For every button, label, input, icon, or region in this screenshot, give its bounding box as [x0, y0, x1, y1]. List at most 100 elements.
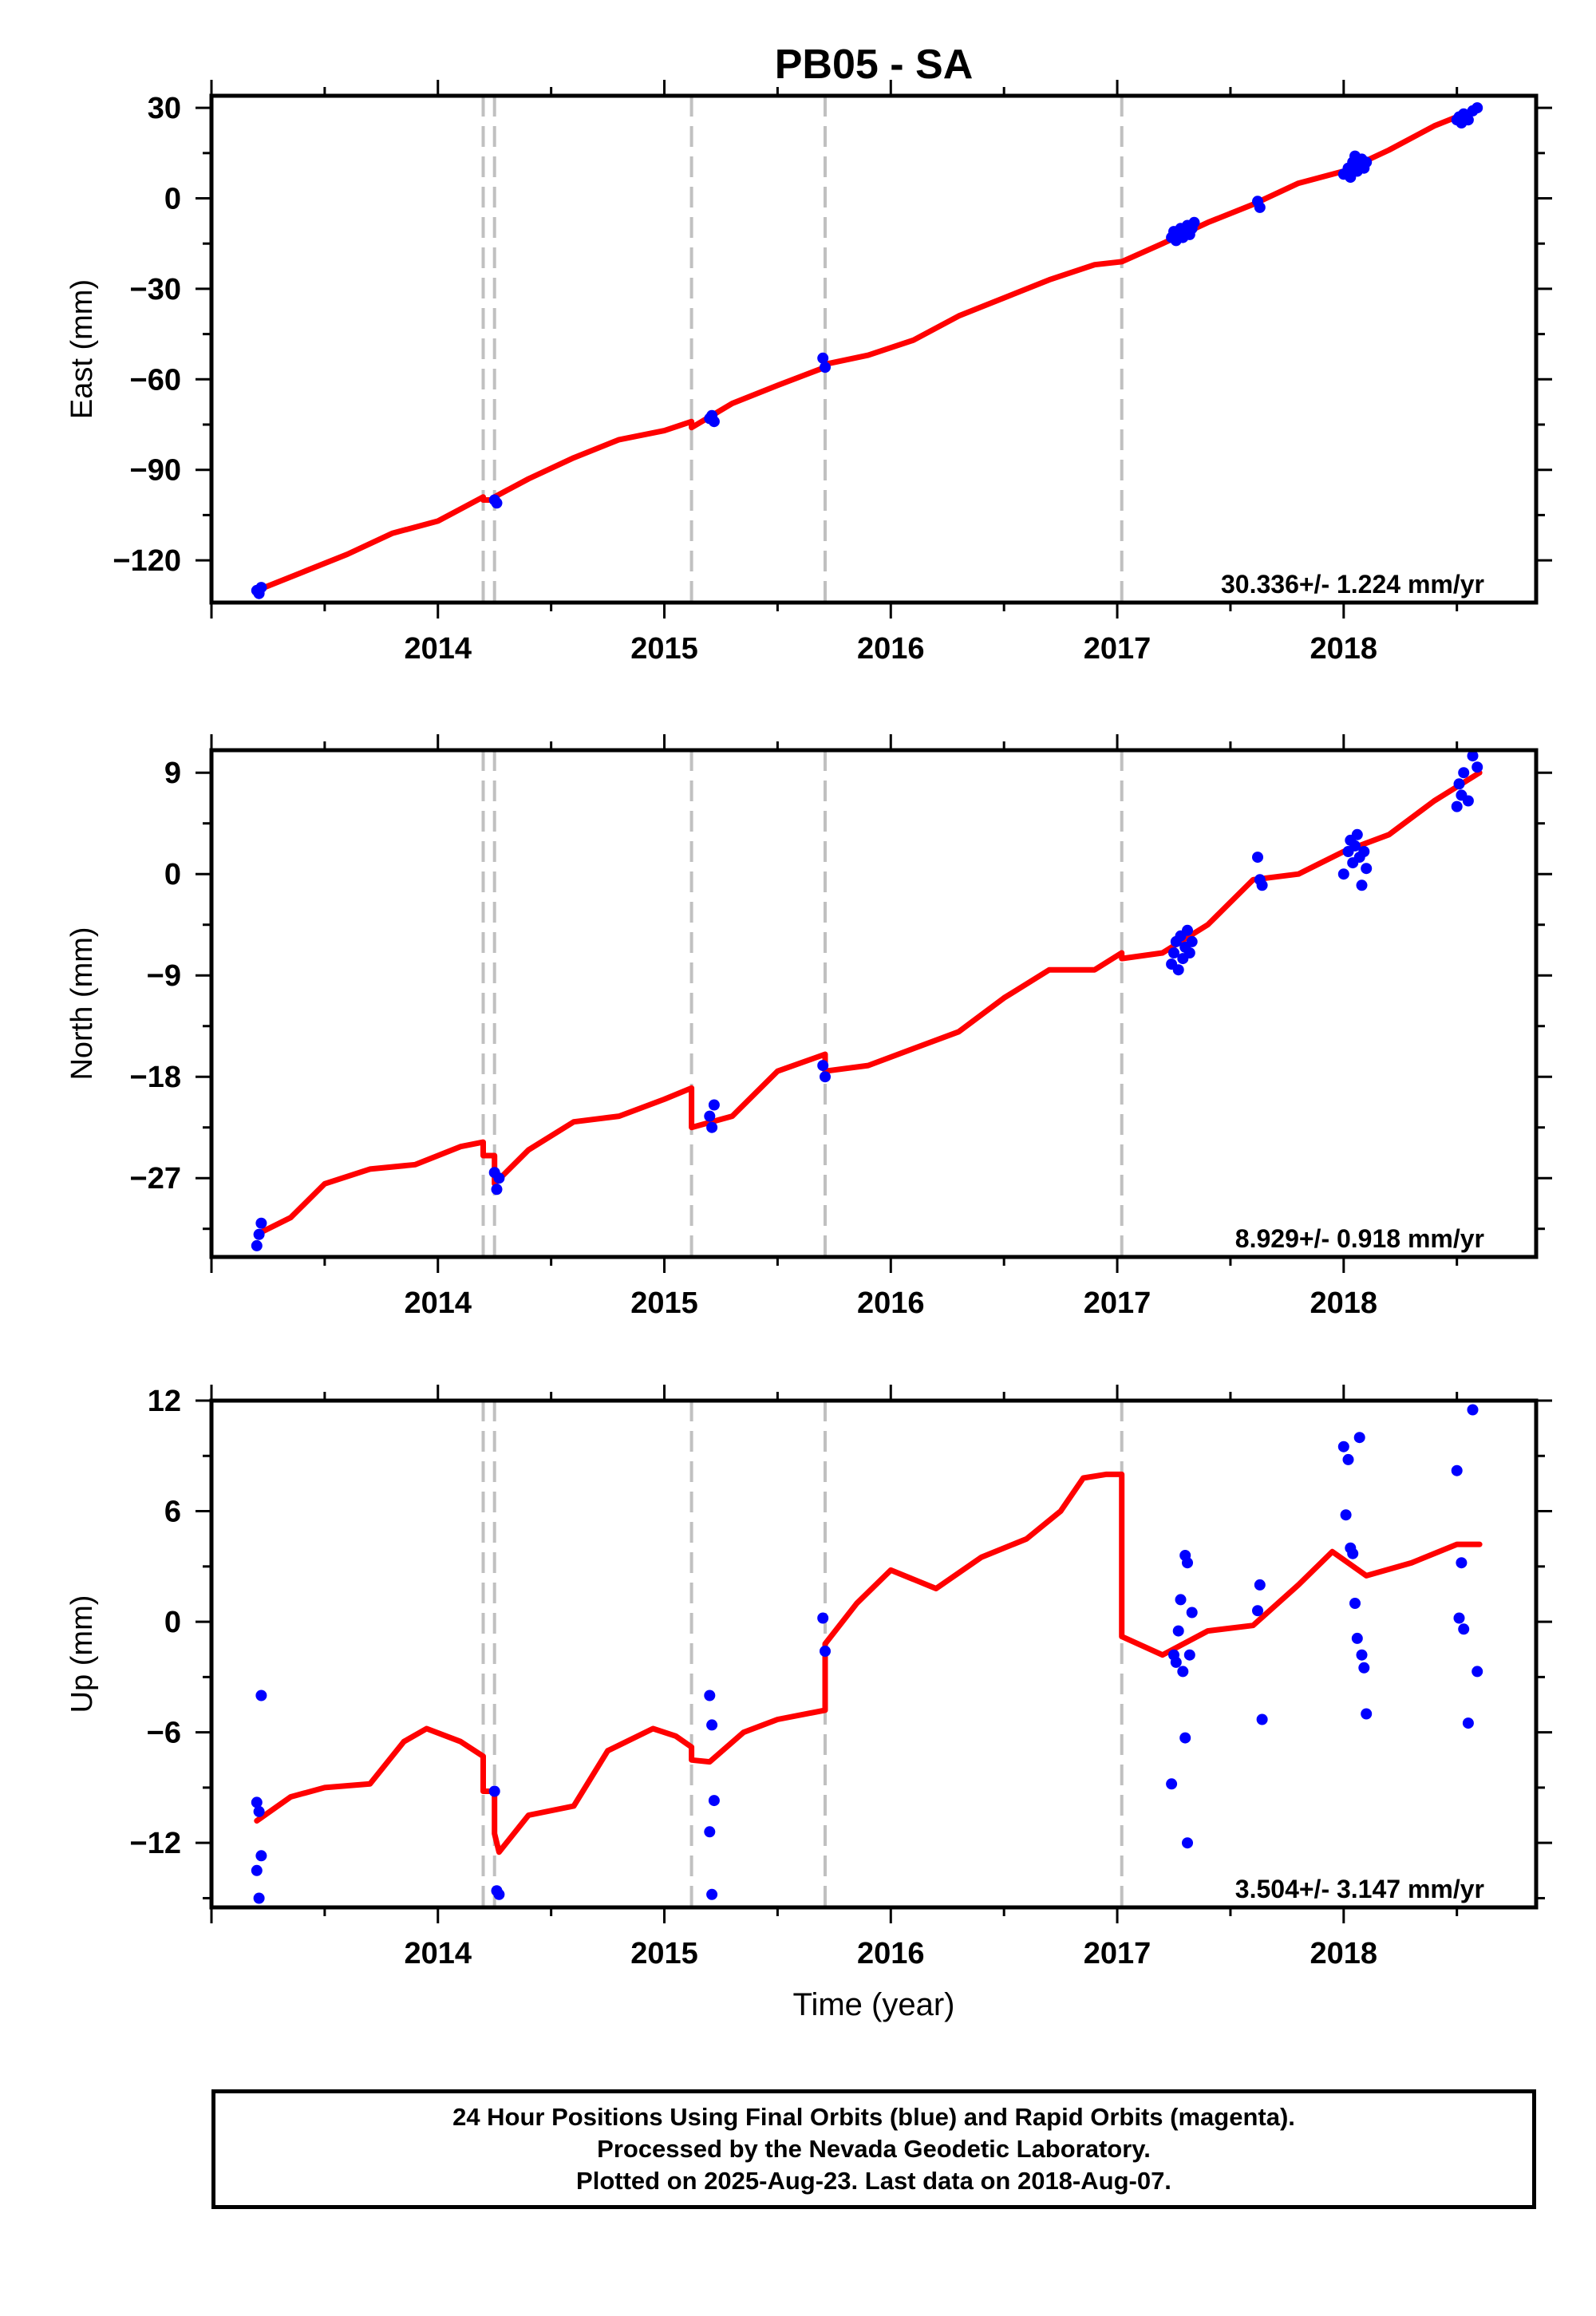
data-point — [1172, 1625, 1184, 1637]
data-point — [820, 1071, 831, 1083]
footer-line-processor: Processed by the Nevada Geodetic Laborat… — [597, 2135, 1151, 2163]
data-point — [491, 497, 503, 509]
panels: 2014 2015 2016 2017 2018−120−90−60−30030East… — [65, 80, 1552, 2022]
x-tick-label: 2015 — [630, 632, 698, 666]
data-point — [255, 1217, 267, 1229]
y-tick-label: 6 — [164, 1496, 181, 1529]
data-point — [493, 1888, 505, 1900]
data-point — [255, 1850, 267, 1862]
y-axis-label: North (mm) — [65, 927, 99, 1080]
x-tick-label: 2015 — [630, 1286, 698, 1320]
data-point — [706, 1121, 718, 1133]
y-tick-label: −18 — [130, 1061, 181, 1094]
plot-area-east — [251, 96, 1483, 603]
footer-info-box: 24 Hour Positions Using Final Orbits (bl… — [211, 2089, 1536, 2209]
data-point — [1256, 1713, 1268, 1725]
x-tick-label: 2014 — [404, 632, 472, 666]
data-point — [817, 1060, 829, 1072]
plot-area-up — [251, 1401, 1483, 1907]
data-point — [1356, 879, 1368, 891]
data-point — [1252, 1605, 1263, 1617]
data-point — [1453, 1612, 1465, 1624]
data-point — [1182, 1837, 1193, 1849]
data-point — [1358, 1662, 1370, 1674]
data-point — [1347, 1547, 1359, 1559]
data-point — [1358, 846, 1370, 857]
x-tick-label: 2017 — [1084, 1937, 1152, 1970]
data-point — [251, 1864, 263, 1876]
y-tick-label: −120 — [113, 544, 181, 578]
data-point — [253, 1805, 265, 1817]
y-tick-label: −12 — [130, 1827, 181, 1860]
data-point — [708, 1795, 720, 1807]
y-tick-label: −27 — [130, 1162, 181, 1196]
plot-frame — [209, 748, 1539, 1259]
data-point — [820, 362, 831, 373]
y-tick-label: 0 — [164, 1606, 181, 1639]
x-tick-label: 2016 — [857, 1937, 925, 1970]
data-point — [1175, 1594, 1187, 1606]
data-point — [1349, 840, 1361, 852]
plot-frame — [209, 93, 1539, 605]
data-point — [255, 1690, 267, 1701]
y-tick-label: −6 — [147, 1717, 181, 1750]
data-point — [1361, 863, 1373, 875]
data-point — [1467, 750, 1479, 762]
data-point — [1256, 879, 1268, 891]
data-point — [1472, 1666, 1483, 1678]
data-point — [1188, 216, 1200, 228]
data-point — [1462, 795, 1474, 807]
data-point — [1172, 964, 1184, 976]
y-tick-label: 9 — [164, 757, 181, 790]
data-point — [1349, 1598, 1361, 1609]
velocity-annotation: 30.336+/- 1.224 mm/yr — [1221, 570, 1484, 599]
data-point — [1456, 1557, 1468, 1569]
velocity-annotation: 8.929+/- 0.918 mm/yr — [1235, 1224, 1484, 1253]
x-tick-label: 2015 — [630, 1937, 698, 1970]
x-tick-label: 2016 — [857, 632, 925, 666]
data-point — [251, 1796, 263, 1808]
data-point — [253, 1892, 265, 1904]
panel-up: 2014 2015 2016 2017 2018 −12 −6 0 6 12 Up (mm) Time… — [65, 1385, 1552, 2022]
chart-title: PB05 - SA — [775, 41, 974, 88]
data-point — [1170, 1656, 1182, 1668]
y-tick-label: −90 — [130, 454, 181, 488]
footer-line-orbits: 24 Hour Positions Using Final Orbits (bl… — [452, 2103, 1295, 2131]
panel-north: 2014 2015 2016 2017 2018 −27 −18 −9 0 9 North (mm)… — [65, 734, 1552, 1320]
model-fit-line — [254, 1471, 1483, 1856]
data-point — [1183, 1649, 1195, 1661]
y-tick-label: −9 — [147, 959, 181, 993]
x-tick-label: 2014 — [404, 1286, 472, 1320]
data-point — [706, 1888, 718, 1900]
x-tick-label: 2016 — [857, 1286, 925, 1320]
data-point — [1451, 1464, 1463, 1476]
data-point — [708, 1099, 720, 1111]
data-point — [253, 1228, 265, 1240]
velocity-annotation: 3.504+/- 3.147 mm/yr — [1235, 1875, 1484, 1903]
data-point — [1254, 1579, 1266, 1591]
y-tick-label: −60 — [130, 363, 181, 397]
data-point — [1342, 1453, 1354, 1465]
data-point — [1361, 1708, 1373, 1720]
footer-line-dates: Plotted on 2025-Aug-23. Last data on 201… — [576, 2167, 1171, 2195]
data-point — [706, 1719, 718, 1731]
y-tick-label: 30 — [148, 92, 181, 125]
data-point — [1166, 1778, 1178, 1790]
data-point — [1351, 1632, 1363, 1644]
data-point — [1462, 114, 1474, 126]
y-tick-label: −30 — [130, 273, 181, 306]
x-axis-label: Time (year) — [793, 1987, 955, 2022]
x-tick-label: 2018 — [1310, 632, 1378, 666]
data-point — [1168, 947, 1179, 958]
data-point — [704, 1826, 716, 1838]
data-point — [1183, 947, 1195, 958]
x-tick-label: 2018 — [1310, 1937, 1378, 1970]
data-point — [1182, 924, 1193, 936]
data-point — [493, 1172, 505, 1184]
data-point — [1254, 201, 1266, 213]
data-point — [1458, 767, 1470, 779]
data-point — [1186, 1607, 1198, 1618]
data-point — [1177, 1666, 1189, 1678]
data-point — [1337, 868, 1349, 880]
